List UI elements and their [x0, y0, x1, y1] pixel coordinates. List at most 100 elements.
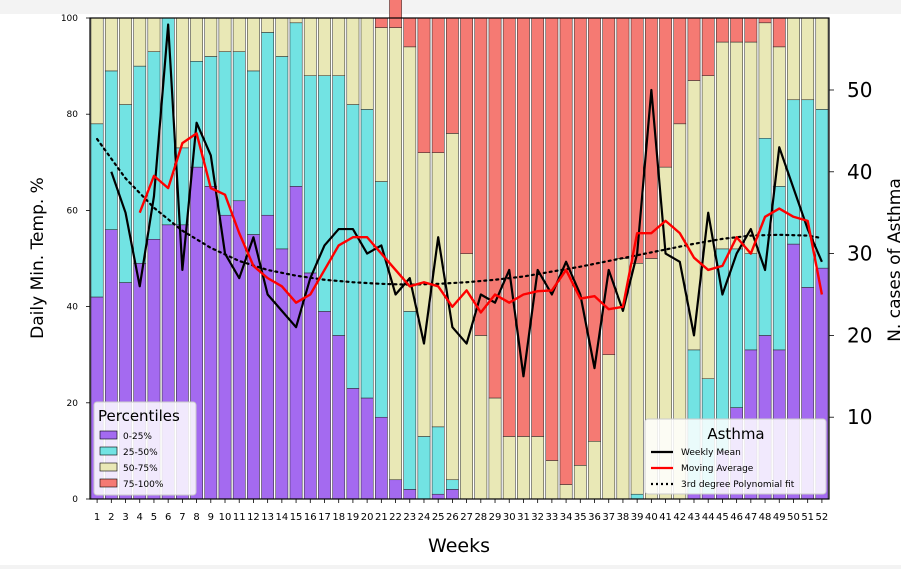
bar-week-21-50-75 — [374, 27, 388, 182]
bar-week-3-25-50 — [119, 104, 132, 283]
percentile-legend-label-25-50: 25-50% — [123, 448, 158, 458]
bar-week-30-75-100 — [502, 17, 516, 437]
bar-week-19-25-50 — [346, 104, 360, 389]
bar-week-14-25-50 — [275, 56, 289, 250]
x-tick-label: 14 — [275, 512, 288, 523]
bar-week-7-50-75 — [176, 17, 189, 149]
x-tick-label: 43 — [688, 512, 701, 523]
x-tick-label: 48 — [759, 512, 772, 523]
bar-week-45-75-100 — [716, 17, 729, 43]
bar-week-52-25-50 — [815, 109, 829, 269]
bar-week-39-75-100 — [630, 17, 644, 264]
bar-week-27-75-100 — [460, 17, 473, 254]
lines-layer — [96, 23, 824, 378]
bar-week-20-0-25 — [360, 397, 374, 500]
x-tick-label: 11 — [233, 512, 246, 523]
x-tick-label: 26 — [446, 512, 459, 523]
bar-week-34-75-100 — [559, 17, 573, 485]
bar-week-29-50-75 — [488, 397, 502, 500]
x-tick-label: 23 — [403, 512, 416, 523]
bar-week-3-50-75 — [119, 17, 132, 105]
bar-week-23-25-50 — [403, 311, 417, 490]
bar-week-43-0-25 — [687, 493, 701, 500]
bar-week-16-50-75 — [303, 17, 317, 76]
y-tick-label-left: 20 — [67, 399, 79, 409]
bar-week-11-50-75 — [232, 17, 246, 52]
x-tick-label: 6 — [165, 512, 171, 523]
bar-week-43-75-100 — [687, 17, 701, 81]
bar-week-48-50-75 — [758, 22, 772, 139]
bar-week-9-0-25 — [204, 186, 218, 500]
bar-week-23-75-100 — [403, 17, 417, 48]
bar-week-42-75-100 — [673, 17, 687, 125]
x-tick-label: 8 — [193, 512, 199, 523]
y-tick-label-right: 50 — [847, 78, 872, 102]
x-tick-label: 28 — [474, 512, 487, 523]
y-tick-label-right: 20 — [847, 323, 872, 347]
bar-week-14-50-75 — [275, 17, 289, 57]
y-tick-label-left: 40 — [67, 303, 79, 313]
x-tick-label: 13 — [261, 512, 274, 523]
bar-week-36-75-100 — [588, 17, 601, 442]
percentile-legend-swatch-75-100 — [99, 478, 118, 488]
bar-week-21-75-100 — [374, 17, 388, 28]
x-tick-label: 44 — [702, 512, 715, 523]
x-tick-label: 22 — [389, 512, 402, 523]
x-tick-label: 10 — [219, 512, 232, 523]
bar-week-36-50-75 — [588, 441, 601, 500]
bar-week-46-25-50 — [730, 248, 743, 408]
y-axis-label-right: N. cases of Asthma — [885, 178, 901, 342]
moving-average-line — [138, 132, 824, 314]
bar-week-15-50-75 — [289, 17, 303, 24]
bar-week-12-25-50 — [247, 70, 260, 235]
bar-week-30-50-75 — [502, 436, 516, 500]
bar-week-25-25-50 — [431, 426, 445, 495]
bar-week-21-0-25 — [374, 416, 388, 500]
bar-week-28-75-100 — [474, 17, 488, 336]
bar-week-4-50-75 — [133, 17, 147, 67]
bar-week-10-50-75 — [218, 17, 232, 52]
y-tick-label-left: 0 — [72, 495, 78, 505]
bar-week-28-50-75 — [474, 335, 488, 500]
bar-week-35-75-100 — [573, 17, 587, 466]
percentile-legend-swatch-50-75 — [99, 462, 118, 472]
bar-week-23-50-75 — [403, 46, 417, 312]
bar-week-39-25-50 — [630, 493, 644, 500]
bar-week-50-25-50 — [787, 99, 800, 245]
x-tick-label: 1 — [94, 512, 100, 523]
bar-week-32-50-75 — [531, 436, 545, 500]
bar-week-15-25-50 — [289, 22, 303, 187]
bar-week-24-50-75 — [417, 152, 431, 437]
x-tick-label: 50 — [787, 512, 800, 523]
bar-week-10-0-25 — [218, 214, 232, 500]
x-tick-label: 2 — [108, 512, 114, 523]
weekly-mean-line — [110, 23, 823, 378]
bar-week-47-50-75 — [744, 41, 758, 254]
x-tick-label: 18 — [332, 512, 345, 523]
x-tick-label: 52 — [816, 512, 829, 523]
x-tick-label: 45 — [716, 512, 729, 523]
x-tick-label: 5 — [151, 512, 157, 523]
percentile-legend-label-0-25: 0-25% — [123, 432, 152, 442]
bar-week-13-25-50 — [261, 32, 274, 216]
y-axis-label-left: Daily Min. Temp. % — [28, 177, 48, 339]
y-tick-label-right: 10 — [847, 405, 872, 429]
x-tick-label: 41 — [659, 512, 672, 523]
asthma-legend-box — [644, 418, 827, 495]
bar-week-51-25-50 — [801, 99, 815, 288]
bar-week-22-50-75 — [389, 27, 402, 481]
y-tick-label-right: 30 — [847, 242, 872, 266]
bar-week-35-50-75 — [573, 465, 587, 500]
bar-week-33-75-100 — [545, 17, 559, 461]
bar-week-44-75-100 — [701, 17, 715, 76]
x-tick-label: 17 — [318, 512, 331, 523]
asthma-legend-label-weekly-mean: Weekly Mean — [681, 448, 741, 458]
bar-week-2-25-50 — [104, 70, 118, 230]
bar-week-25-50-75 — [431, 152, 445, 428]
bar-week-39-50-75 — [630, 263, 644, 495]
x-tick-label: 7 — [179, 512, 185, 523]
y-tick-label-right: 40 — [847, 160, 872, 184]
x-tick-label: 29 — [489, 512, 502, 523]
bar-week-21-25-50 — [374, 181, 388, 418]
